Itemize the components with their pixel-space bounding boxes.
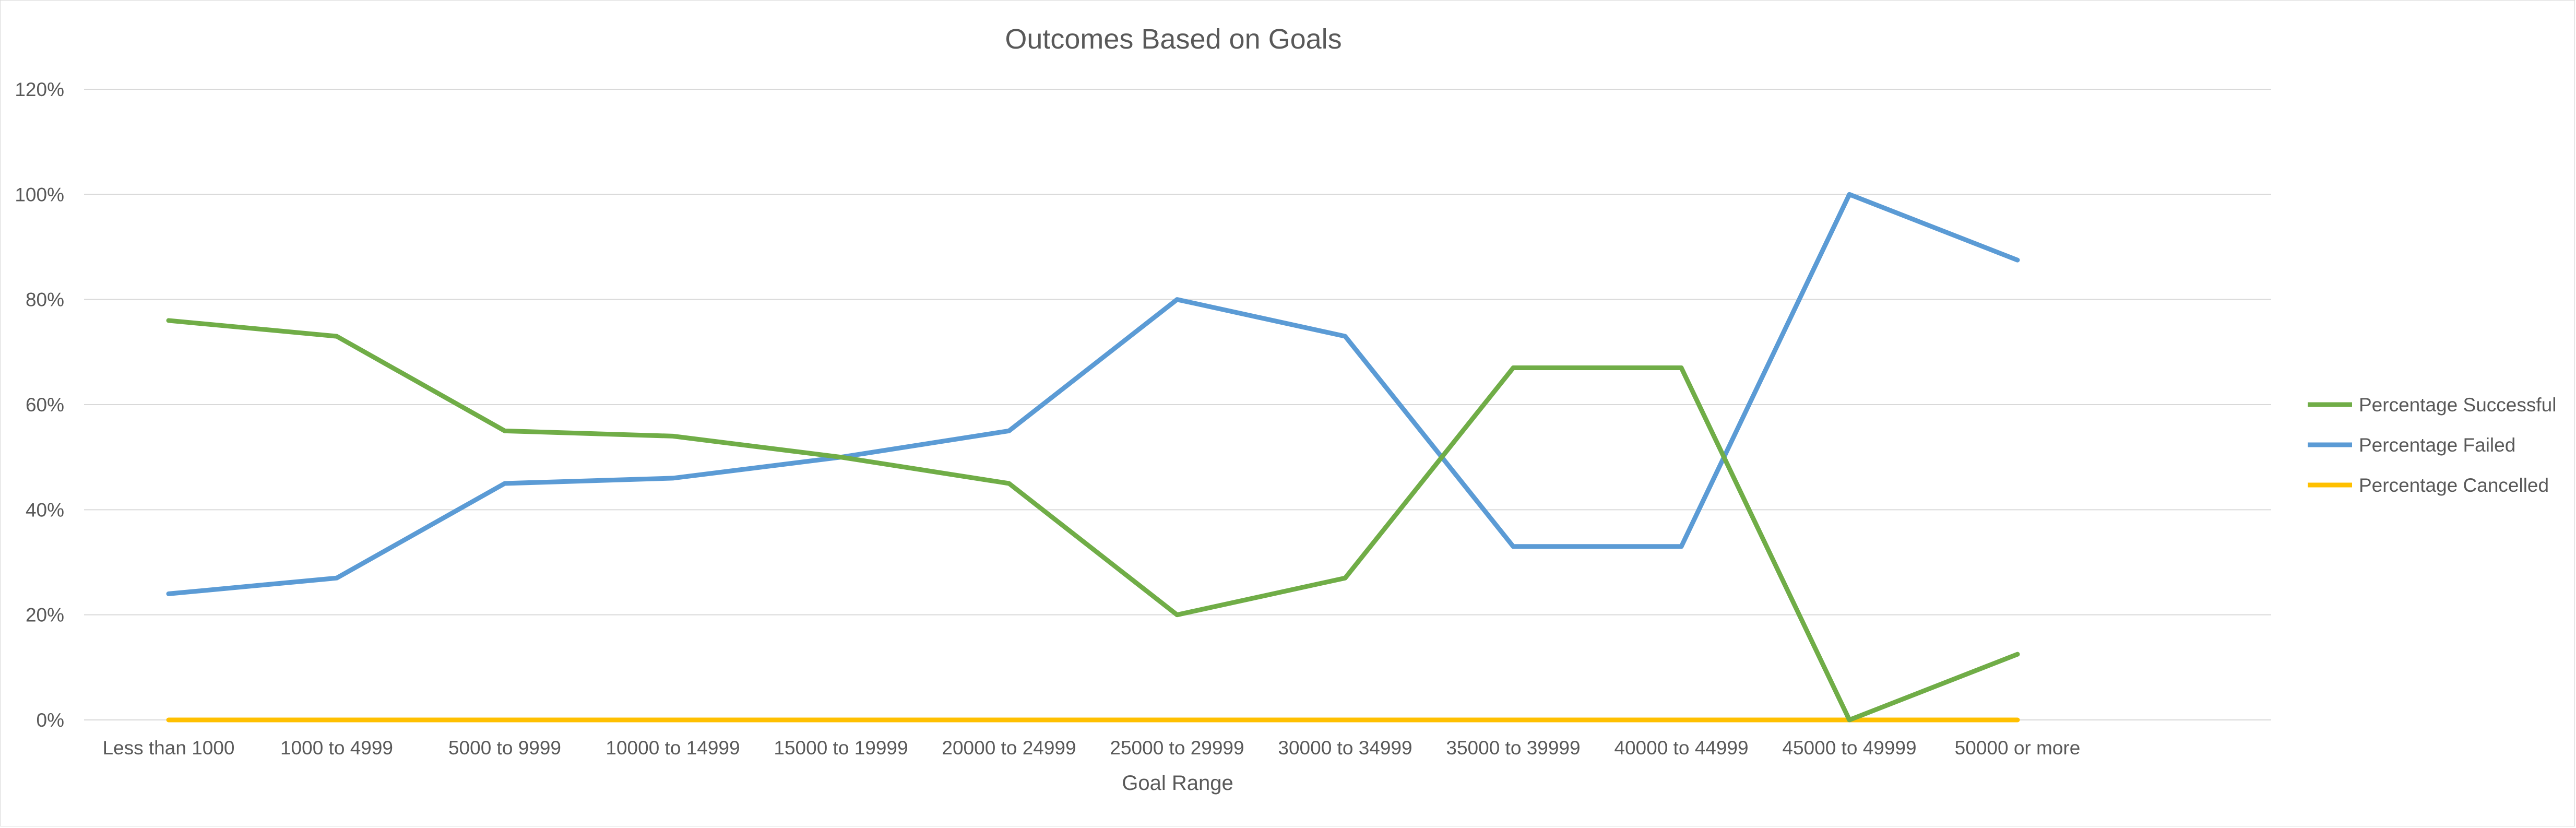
y-tick-label: 100% [15,184,64,205]
legend-entry: Percentage Failed [2359,434,2515,456]
x-tick-label: 40000 to 44999 [1614,737,1748,759]
y-tick-label: 60% [26,394,64,416]
series-lines [166,192,2020,723]
x-tick-label: Less than 1000 [102,737,234,759]
series-line-percentage-successful [166,318,2020,723]
y-axis-ticks: 0% 20% 40% 60% 80% 100% 120% [15,79,64,731]
x-tick-label: 10000 to 14999 [606,737,740,759]
x-tick-label: 20000 to 24999 [942,737,1076,759]
x-tick-label: 50000 or more [1955,737,2081,759]
y-tick-label: 40% [26,499,64,521]
x-tick-label: 25000 to 29999 [1110,737,1244,759]
x-tick-label: 45000 to 49999 [1782,737,1916,759]
chart-title: Outcomes Based on Goals [1005,23,1342,55]
gridlines [84,89,2271,720]
x-tick-label: 5000 to 9999 [448,737,561,759]
x-tick-label: 1000 to 4999 [280,737,393,759]
x-axis-title: Goal Range [1122,772,1233,795]
x-axis-ticks: Less than 1000 1000 to 4999 5000 to 9999 10… [102,737,2080,759]
series-line-percentage-failed [166,192,2020,596]
legend-entry: Percentage Cancelled [2359,475,2549,496]
x-tick-label: 15000 to 19999 [774,737,908,759]
y-tick-label: 0% [37,709,64,731]
legend-entry: Percentage Successful [2359,394,2556,416]
y-tick-label: 20% [26,605,64,626]
y-tick-label: 120% [15,79,64,100]
y-tick-label: 80% [26,289,64,311]
x-tick-label: 30000 to 34999 [1278,737,1412,759]
x-tick-label: 35000 to 39999 [1446,737,1580,759]
legend: Percentage Successful Percentage Failed Pe… [2308,394,2556,496]
